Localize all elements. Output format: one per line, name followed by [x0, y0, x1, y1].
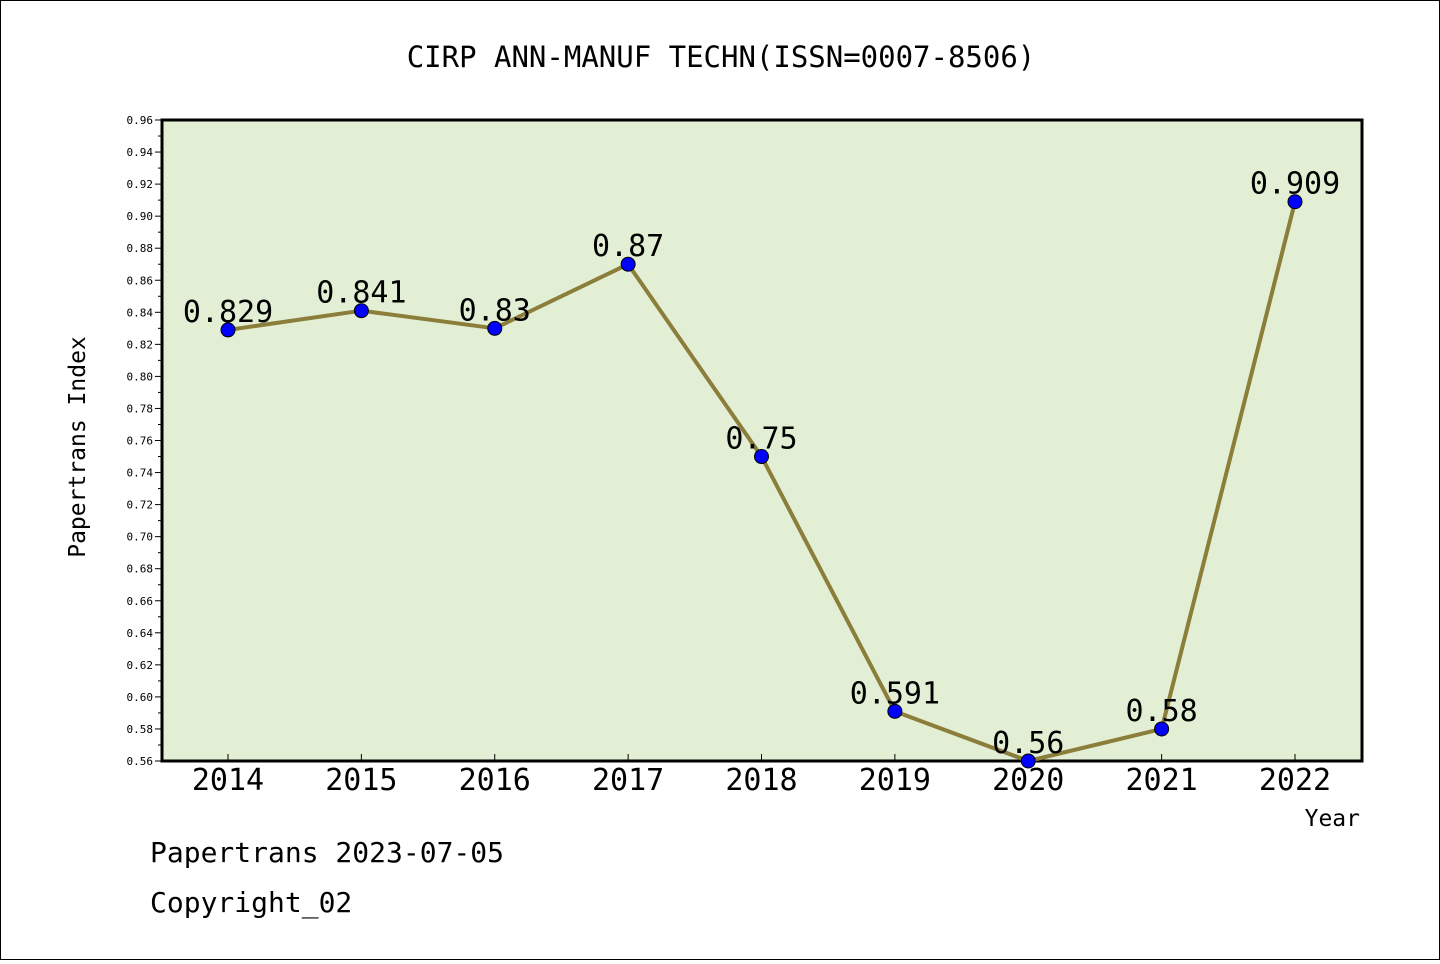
y-tick-label: 0.84 — [127, 306, 154, 319]
y-axis-label: Papertrans Index — [65, 336, 91, 558]
data-label: 0.841 — [316, 276, 406, 311]
x-tick-label: 2021 — [1126, 763, 1198, 798]
y-tick-label: 0.62 — [127, 659, 154, 672]
data-point — [620, 256, 636, 272]
x-axis-label: Year — [1305, 806, 1360, 832]
data-label: 0.75 — [725, 422, 797, 457]
x-tick-label: 2017 — [592, 763, 664, 798]
data-point — [754, 449, 769, 465]
data-point — [887, 703, 903, 719]
y-tick-label: 0.72 — [127, 499, 154, 512]
y-tick-label: 0.92 — [127, 178, 154, 191]
data-label: 0.87 — [592, 229, 664, 264]
y-tick-label: 0.94 — [127, 146, 154, 159]
x-axis: 2014 2015 2016 2017 2018 2019 2020 2021 2022 — [192, 754, 1331, 798]
x-tick-label: 2020 — [992, 763, 1064, 798]
data-label: 0.909 — [1250, 167, 1340, 202]
y-tick-label: 0.96 — [127, 114, 154, 127]
y-tick-label: 0.82 — [127, 338, 154, 351]
x-tick-label: 2018 — [725, 763, 797, 798]
data-labels: 0.829 0.841 0.83 0.87 0.75 0.591 0.56 0.58 0.909 — [183, 167, 1340, 761]
y-tick-label: 0.76 — [127, 435, 154, 448]
data-point — [1287, 194, 1303, 210]
y-tick-label: 0.64 — [127, 627, 154, 640]
y-tick-label: 0.56 — [127, 755, 154, 768]
data-point — [487, 320, 503, 336]
data-point — [353, 303, 369, 319]
y-tick-label: 0.60 — [127, 691, 154, 704]
y-tick-label: 0.78 — [127, 402, 154, 415]
y-axis: 0.56 0.58 0.60 0.62 0.64 0.66 0.68 0.70 0.72 0.74… — [127, 114, 162, 768]
footer-date: Papertrans 2023-07-05 — [150, 836, 505, 869]
y-tick-label: 0.70 — [127, 531, 154, 544]
y-tick-label: 0.90 — [127, 210, 154, 223]
y-tick-label: 0.68 — [127, 563, 154, 576]
data-point — [1154, 721, 1170, 737]
y-tick-label: 0.66 — [127, 595, 154, 608]
y-tick-label: 0.58 — [127, 723, 154, 736]
y-tick-label: 0.88 — [127, 242, 154, 255]
plot-area — [160, 118, 1364, 763]
data-label: 0.591 — [850, 676, 940, 711]
y-tick-label: 0.80 — [127, 370, 154, 383]
x-tick-label: 2022 — [1259, 763, 1331, 798]
data-label: 0.56 — [992, 726, 1064, 761]
footer-copyright: Copyright_02 — [150, 886, 353, 919]
data-label: 0.58 — [1126, 694, 1198, 729]
data-point — [1020, 753, 1036, 769]
x-tick-label: 2016 — [459, 763, 531, 798]
x-tick-label: 2019 — [859, 763, 931, 798]
data-series — [220, 194, 1303, 769]
x-tick-label: 2014 — [192, 763, 264, 798]
data-label: 0.83 — [459, 293, 531, 328]
y-tick-label: 0.86 — [127, 274, 154, 287]
y-tick-label: 0.74 — [127, 467, 154, 480]
chart-title: CIRP ANN-MANUF TECHN(ISSN=0007-8506) — [407, 40, 1036, 74]
x-tick-label: 2015 — [325, 763, 397, 798]
data-point — [220, 322, 236, 338]
data-label: 0.829 — [183, 295, 273, 330]
